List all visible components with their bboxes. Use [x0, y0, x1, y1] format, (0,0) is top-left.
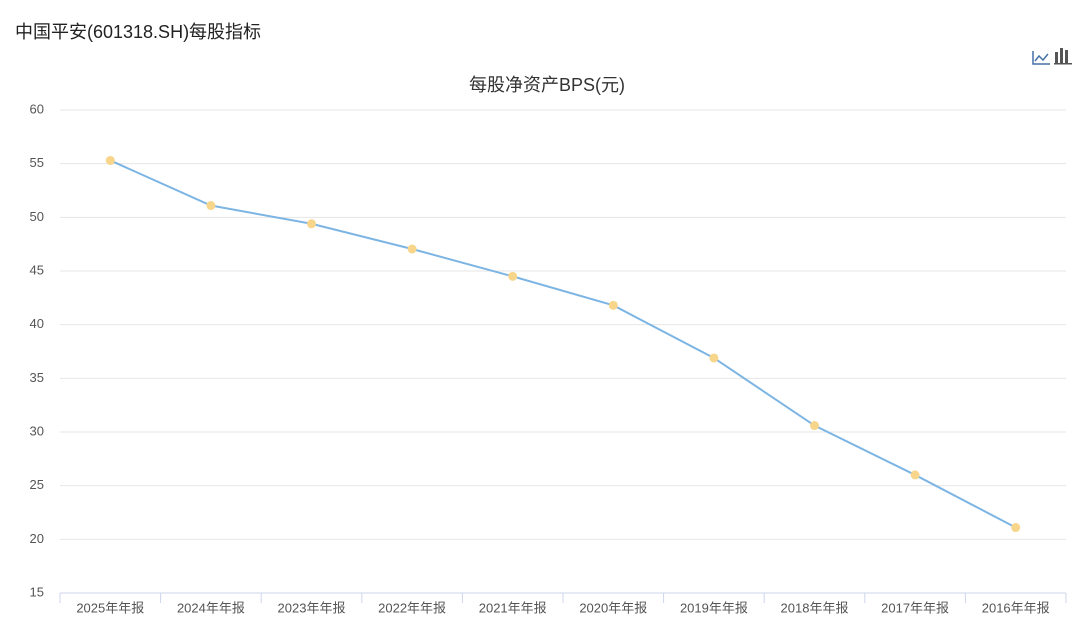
point — [508, 271, 518, 281]
x-tick-label: 2017年年报 — [881, 600, 949, 615]
point — [810, 421, 819, 431]
x-tick-label: 2016年年报 — [982, 600, 1050, 615]
point — [910, 470, 920, 480]
point — [105, 155, 115, 165]
point — [608, 300, 618, 310]
point — [206, 201, 216, 211]
x-tick-label: 2021年年报 — [479, 600, 547, 615]
point — [709, 353, 719, 363]
line-chart-icon[interactable] — [1032, 51, 1050, 65]
y-tick-label: 45 — [30, 262, 44, 277]
y-tick-label: 25 — [30, 477, 44, 492]
y-tick-label: 50 — [30, 209, 44, 224]
y-tick-label: 15 — [30, 584, 44, 599]
x-tick-label: 2018年年报 — [781, 600, 849, 615]
y-tick-label: 35 — [30, 370, 44, 385]
point — [307, 219, 316, 229]
x-tick-label: 2020年年报 — [579, 600, 647, 615]
y-tick-label: 60 — [30, 101, 44, 116]
point — [407, 244, 417, 254]
x-tick-label: 2024年年报 — [177, 600, 245, 615]
page-title: 中国平安(601318.SH)每股指标 — [15, 22, 261, 42]
point — [1011, 523, 1021, 533]
x-tick-label: 2023年年报 — [278, 600, 346, 615]
y-tick-label: 30 — [30, 423, 44, 438]
line — [109, 159, 1017, 529]
bar-chart-icon[interactable] — [1054, 48, 1072, 65]
x-tick-label: 2019年年报 — [680, 600, 748, 615]
chart-title: 每股净资产BPS(元) — [469, 75, 625, 95]
x-tick-label: 2025年年报 — [76, 600, 144, 615]
y-tick-label: 40 — [30, 316, 44, 331]
y-tick-label: 20 — [30, 531, 44, 546]
x-tick-label: 2022年年报 — [378, 600, 446, 615]
y-tick-label: 55 — [30, 155, 44, 170]
